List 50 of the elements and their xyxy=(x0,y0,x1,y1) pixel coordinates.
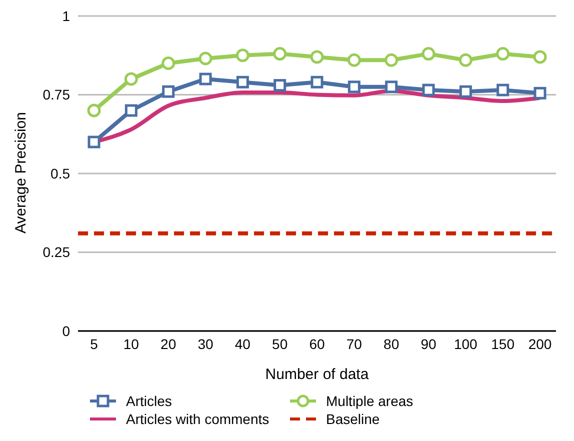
point xyxy=(87,104,101,118)
point xyxy=(347,53,361,67)
point xyxy=(459,85,472,98)
x-tick-label: 10 xyxy=(123,336,140,352)
y-tick-label: 0.75 xyxy=(42,86,70,103)
legend-label: Articles with comments xyxy=(126,411,270,427)
y-tick-label: 0 xyxy=(62,322,70,339)
x-tick-label: 50 xyxy=(272,336,288,352)
legend-label: Baseline xyxy=(326,411,380,427)
y-tick-label: 1 xyxy=(62,8,70,24)
x-tick-label: 80 xyxy=(384,336,400,352)
point xyxy=(124,72,138,86)
point xyxy=(348,80,360,94)
x-tick-label: 100 xyxy=(454,336,478,352)
point xyxy=(274,79,286,92)
y-axis-title: Average Precision xyxy=(12,112,30,234)
point xyxy=(384,53,398,67)
x-tick-label: 40 xyxy=(234,336,251,352)
x-tick-label: 90 xyxy=(420,336,436,352)
point xyxy=(496,47,510,61)
x-tick-label: 70 xyxy=(346,336,362,352)
point xyxy=(533,50,547,64)
point xyxy=(385,80,398,94)
y-tick-label: 0.5 xyxy=(50,165,70,182)
x-tick-label: 20 xyxy=(160,336,176,352)
point xyxy=(199,72,212,86)
point xyxy=(162,85,175,98)
x-tick-label: 150 xyxy=(491,336,515,352)
point xyxy=(310,76,324,88)
point xyxy=(236,76,249,88)
x-axis-title: Number of data xyxy=(265,366,370,383)
x-tick-label: 5 xyxy=(90,336,98,352)
point xyxy=(310,50,324,64)
point xyxy=(458,53,472,67)
point xyxy=(496,84,510,96)
point xyxy=(236,48,250,62)
legend-label: Multiple areas xyxy=(326,393,414,409)
point xyxy=(273,47,287,61)
y-tick-label: 0.25 xyxy=(42,244,70,260)
point xyxy=(88,136,100,148)
point xyxy=(534,86,546,100)
point xyxy=(124,104,138,117)
x-tick-label: 200 xyxy=(528,336,552,352)
x-tick-label: 60 xyxy=(309,336,325,352)
point xyxy=(422,84,435,96)
x-tick-label: 30 xyxy=(198,336,214,352)
point xyxy=(162,56,176,70)
legend-label: Articles xyxy=(126,393,172,409)
point xyxy=(198,52,212,66)
point xyxy=(422,47,436,61)
